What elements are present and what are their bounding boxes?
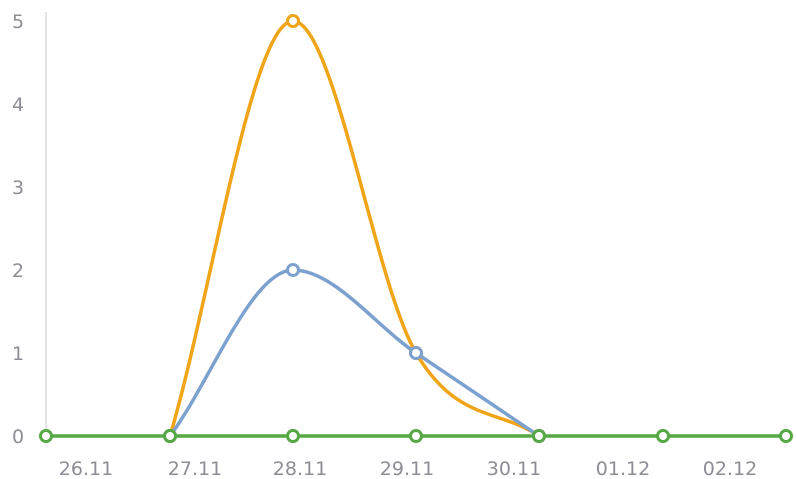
x-tick-label: 01.12 bbox=[596, 458, 650, 479]
y-tick-label: 5 bbox=[12, 11, 24, 33]
x-tick-label: 30.11 bbox=[487, 458, 541, 479]
data-point[interactable] bbox=[409, 429, 423, 443]
x-tick-label: 29.11 bbox=[380, 458, 434, 479]
series-2-markers bbox=[39, 429, 793, 443]
y-tick-label: 2 bbox=[12, 260, 24, 282]
data-point[interactable] bbox=[779, 429, 793, 443]
series-0-line bbox=[168, 19, 541, 438]
data-point[interactable] bbox=[532, 429, 546, 443]
y-tick-label: 4 bbox=[12, 94, 24, 116]
data-point[interactable] bbox=[39, 429, 53, 443]
y-tick-label: 0 bbox=[12, 426, 24, 448]
x-axis-ticks: 26.11 27.11 28.11 29.11 30.11 01.12 02.12 bbox=[59, 458, 757, 479]
series-lines bbox=[44, 19, 788, 438]
y-tick-label: 3 bbox=[12, 177, 24, 199]
data-point[interactable] bbox=[286, 429, 300, 443]
x-tick-label: 27.11 bbox=[168, 458, 222, 479]
x-tick-label: 02.12 bbox=[703, 458, 757, 479]
y-axis-ticks: 0 1 2 3 4 5 bbox=[12, 11, 24, 448]
series-points bbox=[39, 14, 793, 443]
series-0-markers bbox=[163, 14, 546, 443]
data-point[interactable] bbox=[286, 263, 300, 277]
x-tick-label: 28.11 bbox=[273, 458, 327, 479]
data-point[interactable] bbox=[409, 346, 423, 360]
data-point[interactable] bbox=[163, 429, 177, 443]
series-1-line bbox=[168, 268, 541, 438]
x-tick-label: 26.11 bbox=[59, 458, 113, 479]
y-tick-label: 1 bbox=[12, 343, 24, 365]
data-point[interactable] bbox=[656, 429, 670, 443]
data-point[interactable] bbox=[286, 14, 300, 28]
